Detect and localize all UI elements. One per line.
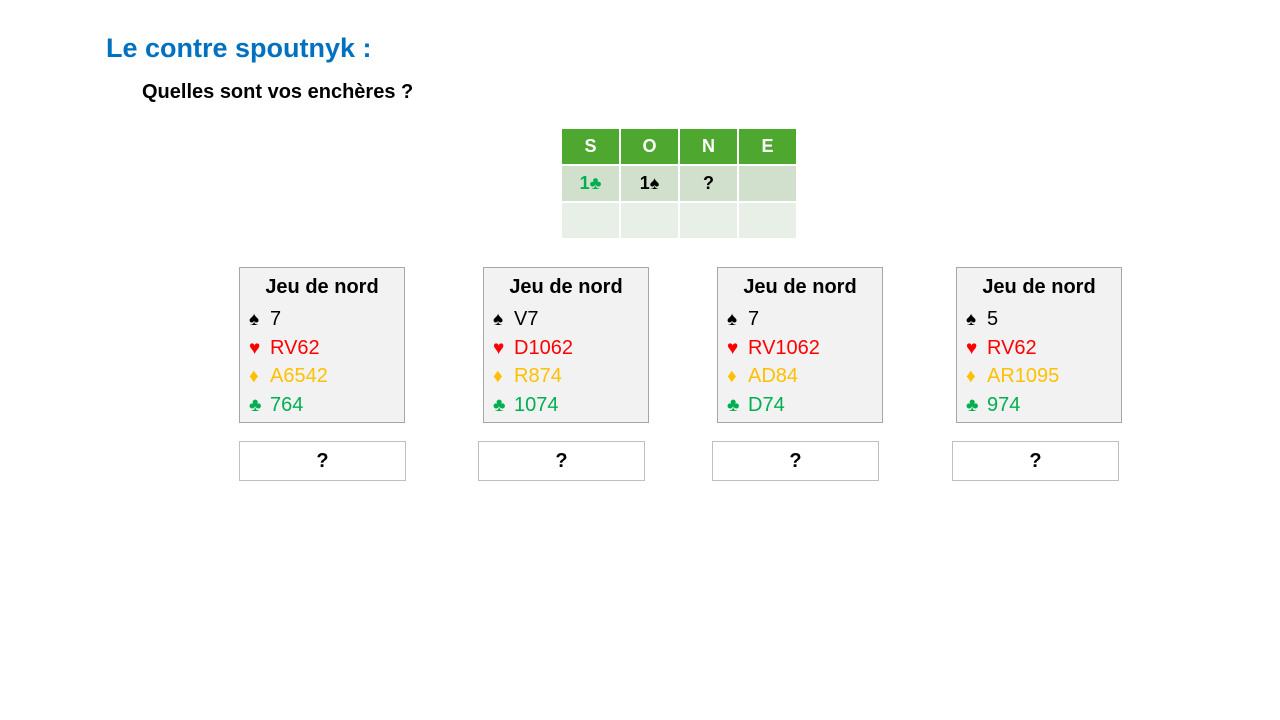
diamonds-cards: AR1095 — [987, 365, 1060, 387]
bidding-table: S O N E 1♣ 1♠ ? — [560, 127, 798, 240]
spades-icon: ♠ — [249, 309, 260, 330]
suit-line-spades: ♠ 5 — [957, 305, 1121, 334]
header-north: N — [678, 127, 739, 166]
suit-line-clubs: ♣ D74 — [718, 391, 882, 420]
bid-cell — [619, 201, 680, 240]
spades-cards: 5 — [987, 308, 999, 330]
hearts-cards: RV62 — [270, 336, 320, 359]
bid-east — [737, 164, 798, 203]
slide-title: Le contre spoutnyk : — [106, 33, 372, 63]
hand-title: Jeu de nord — [743, 276, 857, 298]
clubs-cards: 974 — [987, 393, 1021, 416]
header-south: S — [560, 127, 621, 166]
hearts-icon: ♥ — [249, 337, 261, 359]
diamonds-icon: ♦ — [727, 366, 737, 387]
bid-cell — [678, 201, 739, 240]
diamonds-icon: ♦ — [249, 366, 259, 387]
suit-line-spades: ♠ 7 — [718, 305, 882, 334]
spades-cards: V7 — [514, 308, 539, 330]
hearts-icon: ♥ — [727, 337, 739, 359]
hand-title: Jeu de nord — [982, 276, 1096, 298]
suit-line-diamonds: ♦ AD84 — [718, 362, 882, 391]
clubs-cards: D74 — [748, 393, 785, 416]
question: Quelles sont vos enchères ? — [142, 81, 414, 103]
hand-card: Jeu de nord ♠ 5 ♥ RV62 ♦ AR1095 ♣ 974 — [956, 267, 1122, 423]
clubs-icon: ♣ — [249, 394, 262, 416]
spades-icon: ♠ — [966, 309, 977, 330]
bid-west: 1♠ — [619, 164, 680, 203]
suit-line-hearts: ♥ RV62 — [957, 334, 1121, 363]
bid-south: 1♣ — [560, 164, 621, 203]
clubs-icon: ♣ — [727, 394, 740, 416]
answer-box[interactable]: ? — [239, 441, 406, 481]
diamonds-icon: ♦ — [493, 366, 503, 387]
suit-line-hearts: ♥ RV62 — [240, 334, 404, 363]
clubs-icon: ♣ — [493, 394, 506, 416]
diamonds-cards: R874 — [514, 365, 562, 387]
hand-title: Jeu de nord — [265, 276, 379, 298]
clubs-cards: 1074 — [514, 393, 559, 416]
hand-card: Jeu de nord ♠ V7 ♥ D1062 ♦ R874 ♣ 1074 — [483, 267, 649, 423]
spades-cards: 7 — [270, 308, 282, 330]
suit-line-hearts: ♥ D1062 — [484, 334, 648, 363]
header-east: E — [737, 127, 798, 166]
answer-box[interactable]: ? — [478, 441, 645, 481]
spades-icon: ♠ — [493, 309, 504, 330]
spades-icon: ♠ — [727, 309, 738, 330]
hearts-cards: RV62 — [987, 336, 1037, 359]
hand-title: Jeu de nord — [509, 276, 623, 298]
suit-line-diamonds: ♦ AR1095 — [957, 362, 1121, 391]
diamonds-icon: ♦ — [966, 366, 976, 387]
diamonds-cards: AD84 — [748, 365, 799, 387]
hearts-icon: ♥ — [493, 337, 505, 359]
spades-cards: 7 — [748, 308, 760, 330]
clubs-cards: 764 — [270, 393, 304, 416]
hearts-cards: RV1062 — [748, 336, 820, 359]
clubs-icon: ♣ — [966, 394, 979, 416]
hand-card: Jeu de nord ♠ 7 ♥ RV1062 ♦ AD84 ♣ D74 — [717, 267, 883, 423]
answer-box[interactable]: ? — [952, 441, 1119, 481]
suit-line-hearts: ♥ RV1062 — [718, 334, 882, 363]
suit-line-clubs: ♣ 974 — [957, 391, 1121, 420]
suit-line-diamonds: ♦ R874 — [484, 362, 648, 391]
diamonds-cards: A6542 — [270, 365, 328, 387]
hearts-cards: D1062 — [514, 336, 573, 359]
suit-line-clubs: ♣ 1074 — [484, 391, 648, 420]
hearts-icon: ♥ — [966, 337, 978, 359]
hand-card: Jeu de nord ♠ 7 ♥ RV62 ♦ A6542 ♣ 764 — [239, 267, 405, 423]
bid-cell — [560, 201, 621, 240]
answer-box[interactable]: ? — [712, 441, 879, 481]
suit-line-clubs: ♣ 764 — [240, 391, 404, 420]
suit-line-spades: ♠ V7 — [484, 305, 648, 334]
bid-north: ? — [678, 164, 739, 203]
bid-cell — [737, 201, 798, 240]
header-west: O — [619, 127, 680, 166]
suit-line-spades: ♠ 7 — [240, 305, 404, 334]
suit-line-diamonds: ♦ A6542 — [240, 362, 404, 391]
